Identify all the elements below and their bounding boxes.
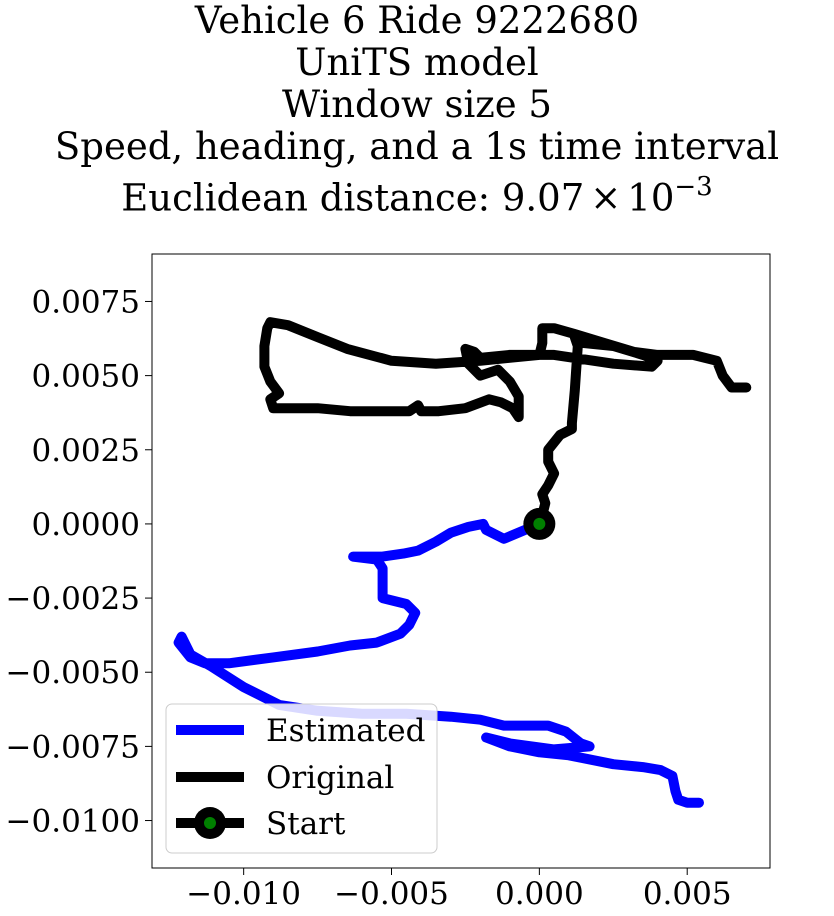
legend-swatch-start-center <box>204 817 216 829</box>
x-axis: −0.010 −0.005 0.000 0.005 <box>186 868 732 912</box>
series-line-estimated <box>173 518 704 808</box>
chart-title: Vehicle 6 Ride 9222680 UniTS model Windo… <box>0 0 834 219</box>
y-tick-label: −0.0075 <box>6 729 140 765</box>
title-line-5: Euclidean distance: 9.07 × 10−3 <box>0 168 834 219</box>
title-line-1: Vehicle 6 Ride 9222680 <box>194 0 640 42</box>
title-metric-base: 10 <box>627 176 675 220</box>
y-tick-label: −0.0025 <box>6 581 140 617</box>
y-axis: 0.0075 0.0050 0.0025 0.0000 −0.0025 −0.0050 −0… <box>6 284 152 840</box>
legend-label-original: Original <box>266 760 394 796</box>
start-marker-center <box>533 517 546 530</box>
x-tick-label: 0.005 <box>643 876 732 912</box>
y-tick-label: 0.0075 <box>32 284 140 320</box>
title-metric-exponent: −3 <box>674 172 713 202</box>
x-tick-label: 0.000 <box>495 876 584 912</box>
plot-frame <box>151 253 771 869</box>
title-line-3: Window size 5 <box>282 83 552 126</box>
legend: Estimated Original Start <box>165 703 438 854</box>
x-tick-label: −0.010 <box>186 876 301 912</box>
x-tick-label: −0.005 <box>334 876 449 912</box>
y-tick-label: 0.0000 <box>32 507 140 543</box>
legend-box <box>165 703 438 854</box>
y-tick-label: −0.0100 <box>6 804 140 840</box>
y-tick-label: −0.0050 <box>6 655 140 691</box>
title-line-4: Speed, heading, and a 1s time interval <box>54 125 780 168</box>
legend-label-start: Start <box>266 806 346 842</box>
series-layer <box>173 317 752 808</box>
y-tick-label: 0.0025 <box>32 433 140 469</box>
title-metric-times: × <box>590 176 622 220</box>
series-line-original <box>259 317 752 529</box>
title-metric-prefix: Euclidean distance: <box>121 176 502 220</box>
legend-label-estimated: Estimated <box>266 713 425 749</box>
y-tick-label: 0.0050 <box>32 359 140 395</box>
title-metric-mantissa: 9.07 <box>501 176 585 220</box>
title-line-2: UniTS model <box>295 41 539 84</box>
